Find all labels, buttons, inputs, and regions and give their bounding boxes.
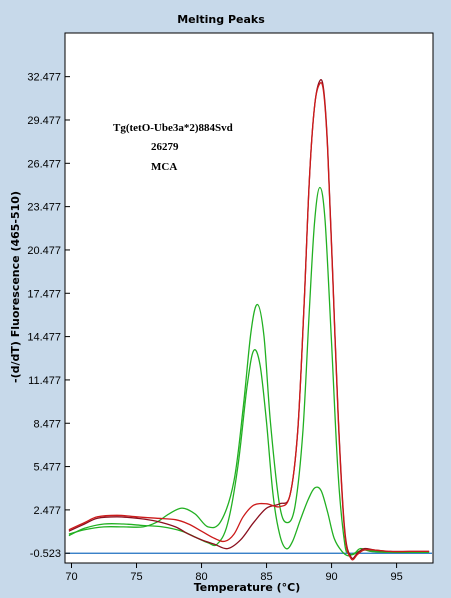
y-tick-label: 26.477 (27, 158, 61, 170)
y-axis-label: -(d/dT) Fluorescence (465-510) (9, 191, 22, 383)
y-tick-label: 11.477 (28, 375, 61, 387)
x-tick-label: 90 (325, 571, 337, 583)
y-tick-label: 29.477 (27, 115, 61, 127)
y-tick-label: 23.477 (27, 202, 61, 214)
y-tick-label: 2.477 (33, 505, 61, 517)
y-tick-label: 14.477 (27, 332, 61, 344)
curves-layer (66, 78, 432, 561)
y-tick-label: -0.523 (30, 548, 61, 560)
x-tick-label: 70 (65, 571, 77, 583)
annotation-strain: Tg(tetO-Ube3a*2)884Svd (113, 122, 233, 134)
x-tick-label: 95 (390, 571, 402, 583)
annotation-id: 26279 (151, 141, 179, 153)
y-tick-label: 5.477 (33, 462, 61, 474)
plot-area (64, 32, 434, 564)
x-tick-label: 80 (195, 571, 207, 583)
y-tick-label: 8.477 (33, 418, 61, 430)
chart-title: Melting Peaks (177, 13, 265, 26)
y-tick-label: 20.477 (27, 245, 61, 257)
x-tick-label: 75 (130, 571, 142, 583)
series-line-2 (68, 349, 430, 557)
x-tick-label: 85 (260, 571, 272, 583)
annotation-mca: MCA (151, 161, 177, 173)
y-tick-label: 32.477 (27, 72, 61, 84)
series-line-4 (68, 82, 430, 561)
x-axis-label: Temperature (°C) (194, 581, 301, 594)
ticks-layer: -0.523 2.477 5.477 8.477 11.477 14.477 17.477 2… (27, 72, 402, 583)
y-tick-label: 17.477 (27, 288, 61, 300)
